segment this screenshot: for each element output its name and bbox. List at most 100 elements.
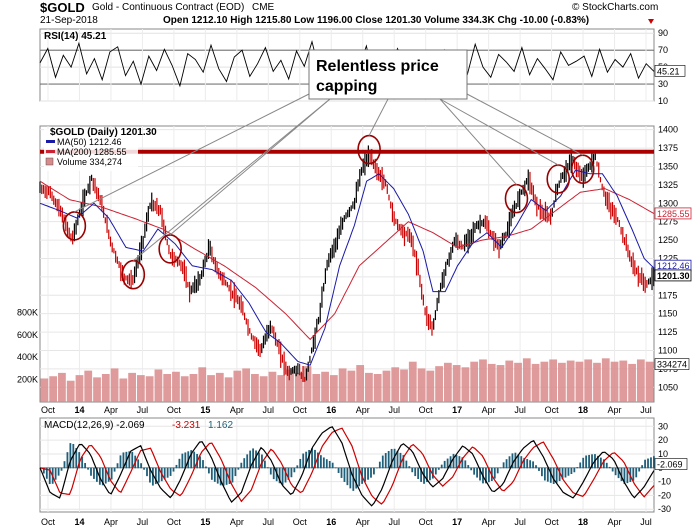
macd-histogram-bar bbox=[437, 467, 440, 470]
macd-histogram-bar bbox=[81, 456, 84, 469]
macd-histogram-bar bbox=[390, 448, 393, 469]
price-tick-label: 1100 bbox=[658, 345, 677, 355]
macd-histogram-bar bbox=[87, 467, 89, 470]
volume-tick-label: 200K bbox=[17, 375, 38, 385]
macd-histogram-bar bbox=[426, 467, 428, 483]
macd-tick-label: 20 bbox=[658, 435, 668, 445]
volume-bar bbox=[373, 374, 382, 402]
volume-bar bbox=[303, 366, 312, 402]
macd-histogram-bar bbox=[517, 454, 520, 469]
macd-histogram-bar bbox=[605, 462, 608, 469]
macd-end-box bbox=[654, 458, 688, 470]
macd-histogram-bar bbox=[364, 467, 366, 482]
macd-histogram-bar bbox=[340, 467, 343, 478]
macd-histogram-bar bbox=[184, 452, 187, 469]
macd-histogram-bar bbox=[263, 460, 266, 469]
volume-bar bbox=[119, 378, 128, 402]
macd-histogram-bar bbox=[384, 453, 387, 469]
macd-histogram-bar bbox=[140, 463, 143, 469]
ma50-legend-label: MA(50) 1212.46 bbox=[57, 137, 122, 147]
macd-histogram-bar bbox=[597, 455, 599, 469]
volume-bar bbox=[40, 378, 49, 402]
macd-histogram-bar bbox=[440, 464, 443, 469]
price-legend: $GOLD (Daily) 1201.30 MA(50) 1212.46 MA(… bbox=[44, 127, 157, 171]
volume-bar bbox=[242, 368, 251, 402]
macd-tick-label: -30 bbox=[658, 504, 671, 514]
rsi-end-box bbox=[654, 65, 686, 77]
volume-bar bbox=[575, 361, 584, 402]
callout-pointer-line bbox=[439, 98, 517, 185]
macd-histogram-bar bbox=[446, 458, 449, 469]
macd-histogram-bar bbox=[373, 467, 375, 475]
macd-histogram-bar bbox=[219, 467, 222, 486]
macd-histogram-bar bbox=[116, 463, 119, 469]
macd-histogram-bar bbox=[493, 467, 496, 479]
macd-histogram-bar bbox=[172, 467, 175, 472]
macd-histogram-bar bbox=[355, 467, 358, 489]
macd-histogram-bar bbox=[570, 467, 573, 475]
macd-histogram-bar bbox=[231, 467, 234, 483]
x-tick-label: Jul bbox=[137, 405, 149, 415]
volume-bar bbox=[347, 370, 356, 402]
macd-histogram-bar bbox=[93, 467, 95, 479]
macd-histogram-bar bbox=[222, 467, 225, 486]
macd-histogram-bar bbox=[375, 467, 378, 469]
price-tick-label: 1300 bbox=[658, 198, 678, 208]
volume-bar bbox=[531, 363, 540, 402]
rsi-tick-label: 10 bbox=[658, 96, 668, 106]
macd-histogram-bar bbox=[526, 459, 529, 469]
volume-bar bbox=[479, 359, 487, 402]
macd-histogram-bar bbox=[367, 467, 369, 480]
macd-histogram-bar bbox=[532, 461, 534, 469]
macd-histogram-bar bbox=[305, 451, 308, 469]
macd-histogram-bar bbox=[131, 451, 134, 469]
macd-histogram-bar bbox=[328, 460, 331, 469]
macd-histogram-bar bbox=[175, 464, 178, 469]
macd-histogram-bar bbox=[337, 467, 340, 473]
macd-histogram-bar bbox=[452, 453, 455, 469]
macd-histogram-bar bbox=[564, 467, 567, 478]
macd-histogram-bar bbox=[591, 454, 593, 469]
volume-bar bbox=[443, 362, 452, 402]
macd-histogram-bar bbox=[479, 467, 481, 481]
volume-bar bbox=[101, 374, 110, 402]
macd-line bbox=[39, 426, 655, 507]
macd-histogram-bar bbox=[614, 467, 617, 476]
macd-histogram-bar bbox=[255, 450, 257, 469]
macd-histogram-bar bbox=[243, 458, 246, 469]
macd-histogram-bar bbox=[644, 459, 646, 469]
volume-bar bbox=[601, 358, 610, 402]
macd-histogram-bar bbox=[405, 460, 408, 469]
volume-bar bbox=[233, 370, 242, 402]
macd-histogram-bar bbox=[352, 467, 355, 491]
price-tick-label: 1325 bbox=[658, 180, 678, 190]
x-tick-label: Apr bbox=[104, 405, 118, 415]
volume-bar bbox=[312, 374, 321, 402]
macd-histogram-bar bbox=[290, 467, 293, 478]
price-end-label: 1201.30 bbox=[657, 271, 690, 281]
macd-histogram-bar bbox=[296, 465, 299, 469]
macd-histogram-bar bbox=[523, 457, 526, 469]
macd-histogram-bar bbox=[470, 467, 473, 471]
price-tick-label: 1225 bbox=[658, 253, 678, 263]
macd-histogram-bar bbox=[546, 467, 549, 482]
macd-histogram-bar bbox=[476, 467, 478, 478]
ma200-line bbox=[39, 180, 655, 341]
volume-bar bbox=[365, 372, 373, 402]
macd-histogram-bar bbox=[626, 467, 629, 484]
macd-x-tick-label: Jul bbox=[388, 517, 400, 527]
annotation-box bbox=[308, 49, 468, 100]
annotation-line-1: Relentless price bbox=[316, 58, 439, 75]
macd-histogram-bar bbox=[461, 457, 464, 469]
macd-histogram-bar bbox=[647, 458, 649, 469]
macd-histogram-bar bbox=[434, 467, 437, 475]
macd-histogram-bar bbox=[617, 467, 620, 479]
volume-bar bbox=[584, 359, 593, 402]
volume-bar bbox=[610, 361, 619, 402]
macd-histogram-bar bbox=[281, 467, 284, 486]
volume-bar bbox=[84, 370, 93, 402]
macd-histogram-bar bbox=[272, 467, 275, 480]
annotation-callout: Relentless price capping bbox=[308, 49, 468, 100]
x-tick-label: 16 bbox=[326, 405, 336, 415]
macd-legend: MACD(12,26,9) -2.069 -3.231 1.162 bbox=[44, 420, 233, 431]
